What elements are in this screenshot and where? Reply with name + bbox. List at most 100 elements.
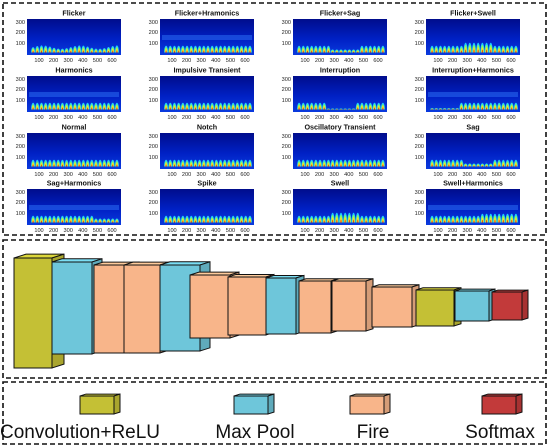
y-tick-label: 300 xyxy=(415,190,424,196)
energy-blob-core xyxy=(61,164,63,167)
y-tick-label: 100 xyxy=(149,211,158,217)
legend-swatch xyxy=(481,393,523,415)
energy-blob-core xyxy=(169,220,171,223)
x-tick-label: 100 xyxy=(34,172,43,178)
energy-blob-core xyxy=(165,50,167,53)
energy-blob-core xyxy=(178,220,180,223)
energy-blob-core xyxy=(186,107,188,110)
energy-blob-core xyxy=(107,221,110,223)
harmonic-band xyxy=(29,92,119,97)
energy-blob-core xyxy=(473,49,475,53)
energy-blob-core xyxy=(382,220,384,223)
x-tick-label: 600 xyxy=(107,115,116,121)
energy-blob-core xyxy=(215,107,217,110)
spectrogram-panel: Swell 300 200 100 100 200 300 400 500 600 xyxy=(282,179,387,234)
energy-blob-core xyxy=(103,51,105,53)
energy-blob-core xyxy=(107,50,110,53)
energy-blob-core xyxy=(74,220,76,223)
energy-blob-core xyxy=(74,107,76,110)
x-tick-label: 200 xyxy=(182,172,191,178)
y-tick-label: 200 xyxy=(415,30,424,36)
x-tick-label: 500 xyxy=(93,172,102,178)
energy-blob-core xyxy=(515,50,517,53)
energy-blob-core xyxy=(340,51,342,53)
energy-blob-core xyxy=(245,50,247,53)
energy-blob-core xyxy=(240,107,243,110)
x-tick-label: 100 xyxy=(167,172,176,178)
energy-blob-core xyxy=(498,50,500,53)
y-tick-label: 100 xyxy=(149,155,158,161)
energy-blob-core xyxy=(178,107,180,110)
energy-blob-core xyxy=(236,220,238,223)
energy-blob-core xyxy=(173,164,176,167)
energy-blob-core xyxy=(511,107,513,110)
energy-blob-core xyxy=(357,107,359,110)
energy-blob-core xyxy=(95,51,97,53)
energy-blob-core xyxy=(306,164,309,167)
energy-blob-core xyxy=(378,220,380,223)
energy-blob-core xyxy=(382,107,384,110)
energy-blob-core xyxy=(373,220,376,223)
x-tick-label: 200 xyxy=(448,58,457,64)
x-tick-label: 500 xyxy=(359,172,368,178)
energy-blob-core xyxy=(199,50,201,53)
energy-blob-core xyxy=(511,219,513,223)
x-tick-label: 200 xyxy=(315,115,324,121)
block-front-face xyxy=(51,261,93,355)
y-tick-label: 200 xyxy=(16,144,25,150)
energy-blob-core xyxy=(502,219,504,223)
energy-blob-core xyxy=(469,220,471,223)
block-front-face xyxy=(415,289,455,327)
energy-blob-core xyxy=(91,164,93,167)
x-tick-label: 300 xyxy=(64,172,73,178)
energy-blob-core xyxy=(439,50,442,53)
x-tick-label: 300 xyxy=(463,228,472,234)
energy-blob-core xyxy=(327,164,329,167)
energy-blob-core xyxy=(498,219,500,223)
block-front-face xyxy=(227,276,267,336)
block-front-face xyxy=(233,395,269,415)
energy-blob-core xyxy=(203,50,205,53)
x-tick-label: 100 xyxy=(34,115,43,121)
energy-blob-core xyxy=(465,49,467,53)
energy-blob-core xyxy=(87,107,89,110)
energy-blob-core xyxy=(116,107,118,110)
energy-blob-core xyxy=(178,164,180,167)
energy-blob-core xyxy=(490,165,492,167)
energy-blob-core xyxy=(112,50,114,53)
energy-blob-core xyxy=(36,164,38,167)
energy-blob-core xyxy=(357,164,359,167)
x-tick-label: 100 xyxy=(300,58,309,64)
energy-blob-core xyxy=(45,50,47,53)
energy-blob-core xyxy=(66,107,68,110)
energy-blob-core xyxy=(336,51,338,53)
x-tick-label: 600 xyxy=(240,115,249,121)
energy-blob-core xyxy=(332,51,334,53)
energy-blob-core xyxy=(490,107,492,110)
y-tick-label: 100 xyxy=(16,155,25,161)
energy-blob-core xyxy=(207,220,209,223)
energy-blob-core xyxy=(348,164,350,167)
y-tick-label: 300 xyxy=(282,134,291,140)
energy-blob-core xyxy=(61,51,63,53)
energy-blob-core xyxy=(66,51,68,53)
y-tick-label: 200 xyxy=(16,87,25,93)
panel-title: Swell xyxy=(331,179,349,188)
energy-blob-core xyxy=(186,50,188,53)
energy-blob-core xyxy=(194,164,196,167)
y-tick-label: 200 xyxy=(415,87,424,93)
spectrogram-panel: Sag 300 200 100 100 200 300 400 500 600 xyxy=(415,123,520,178)
energy-blob-core xyxy=(494,107,496,110)
energy-blob-core xyxy=(378,107,380,110)
energy-blob-core xyxy=(481,219,483,223)
energy-blob-core xyxy=(220,50,222,53)
energy-blob-core xyxy=(228,164,230,167)
energy-blob-core xyxy=(87,50,89,53)
energy-blob-core xyxy=(215,164,217,167)
block-side-face xyxy=(521,289,529,321)
energy-blob-core xyxy=(245,107,247,110)
energy-blob-core xyxy=(357,51,359,53)
energy-blob-core xyxy=(116,50,118,53)
y-tick-label: 300 xyxy=(149,20,158,26)
energy-blob-core xyxy=(477,220,479,223)
